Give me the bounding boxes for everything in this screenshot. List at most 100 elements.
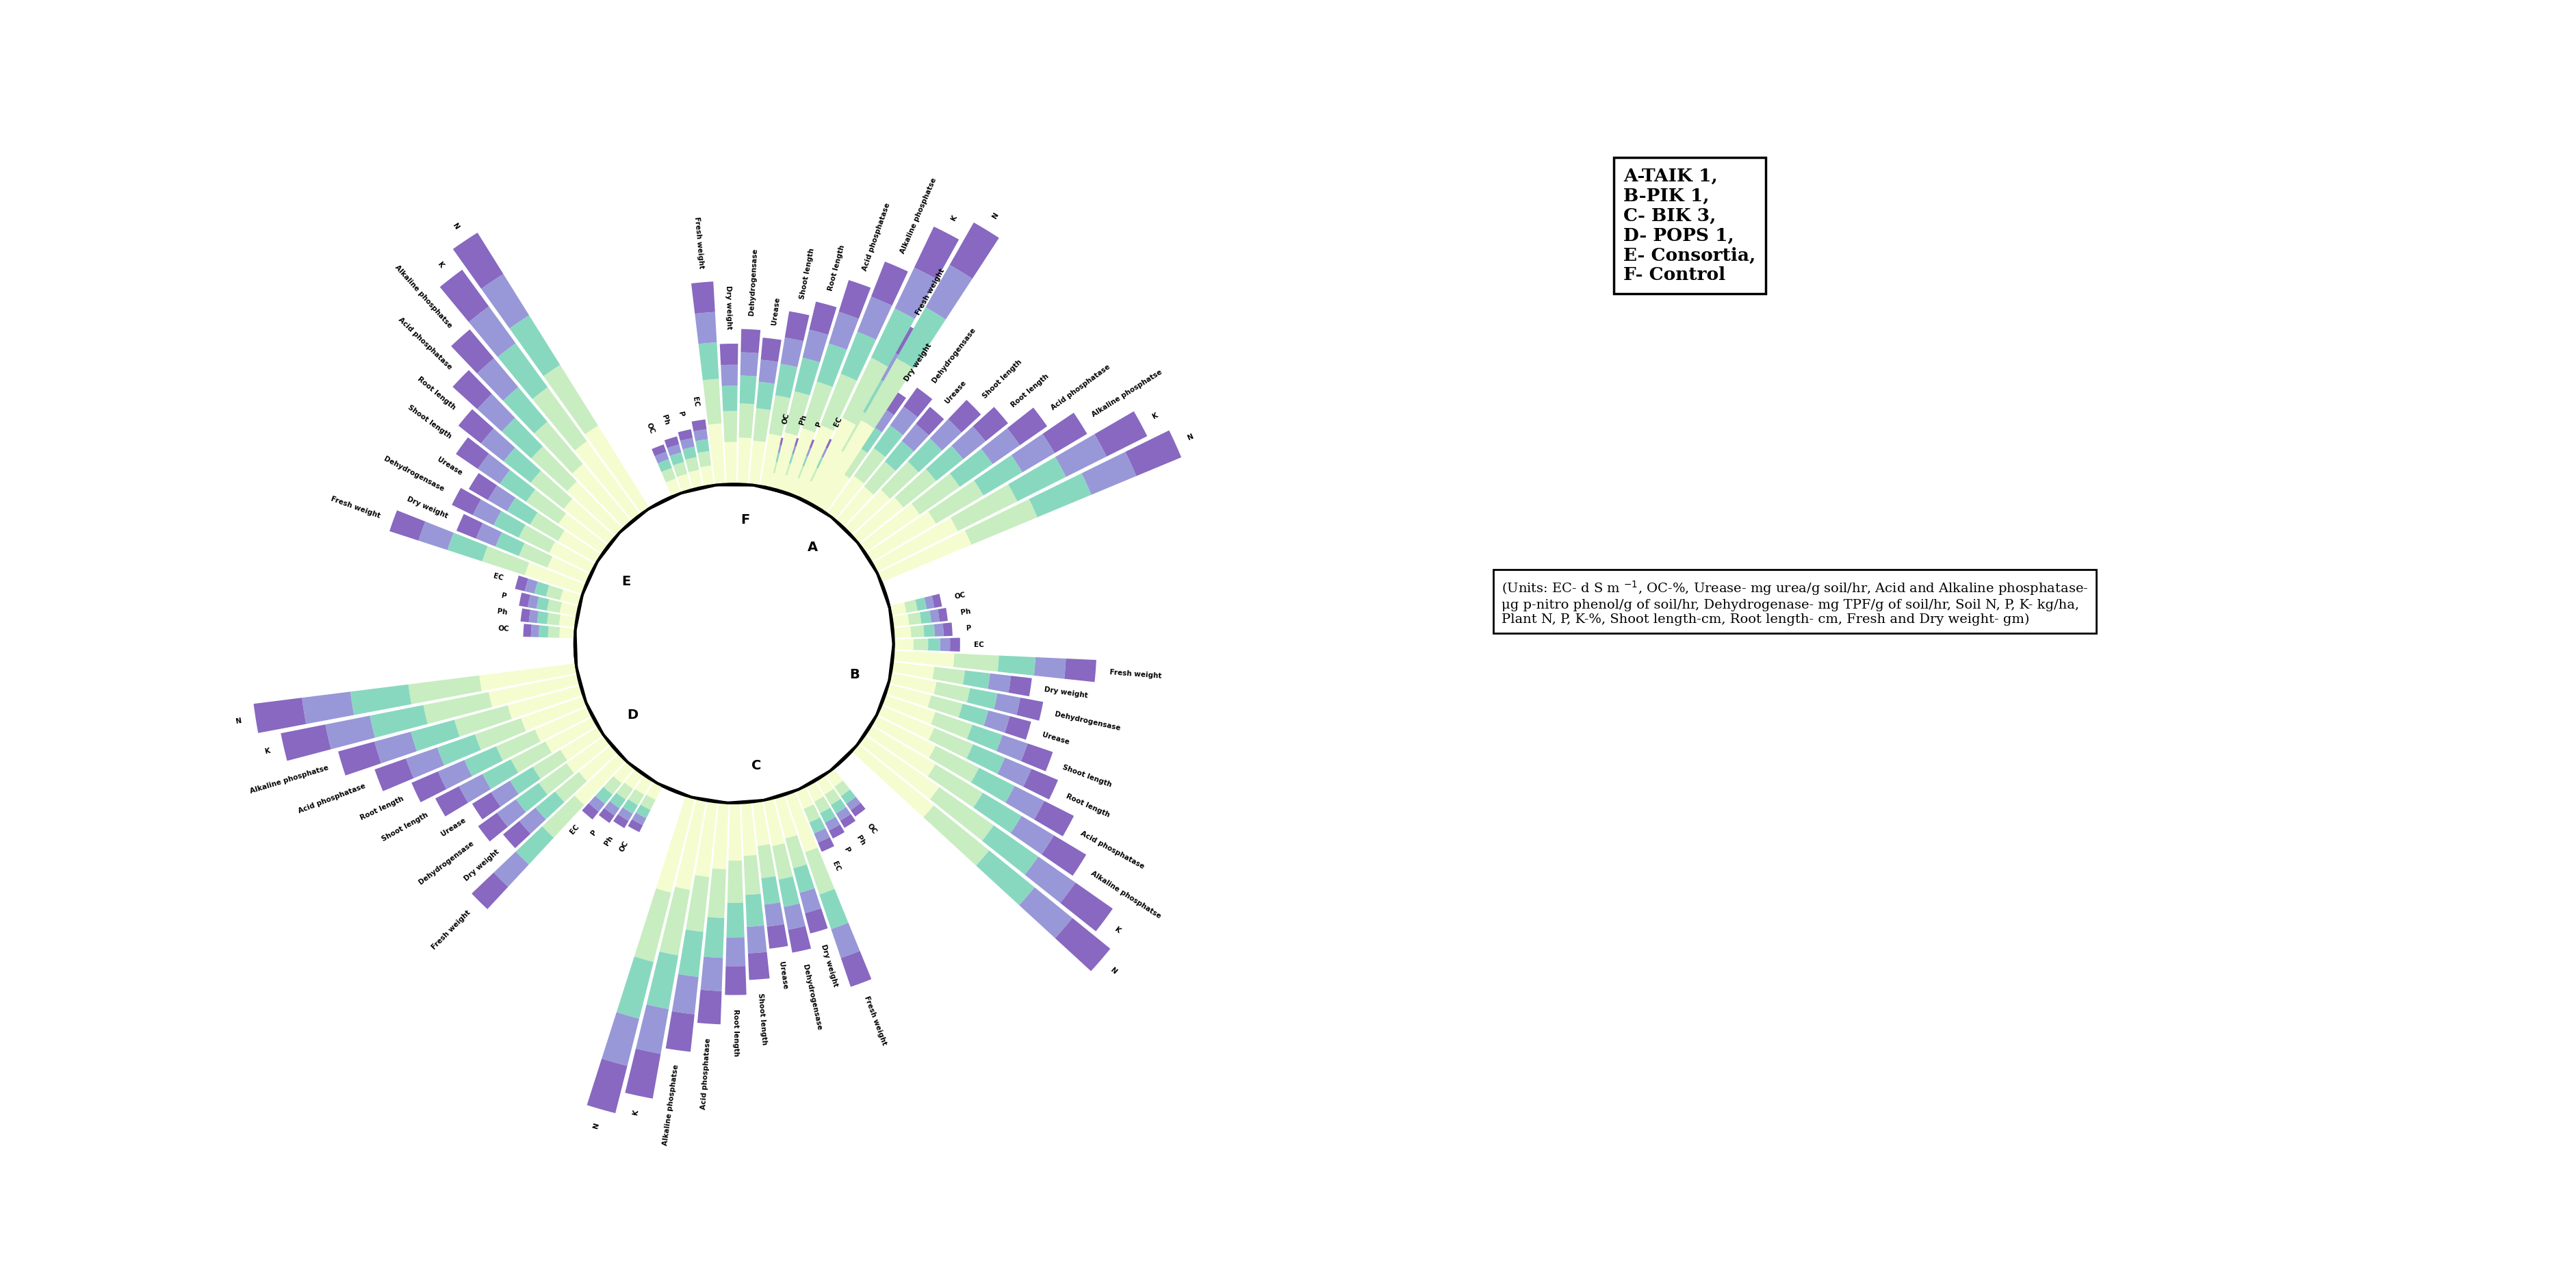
Polygon shape [518, 543, 551, 568]
Polygon shape [482, 274, 528, 328]
Text: Ph: Ph [799, 414, 806, 426]
Polygon shape [925, 265, 971, 319]
Polygon shape [773, 843, 793, 879]
Text: P: P [500, 592, 507, 600]
Polygon shape [835, 780, 850, 797]
Polygon shape [337, 741, 381, 776]
Polygon shape [943, 623, 953, 636]
Polygon shape [690, 420, 706, 431]
Polygon shape [778, 876, 799, 907]
Polygon shape [786, 792, 817, 852]
Polygon shape [703, 378, 721, 425]
Polygon shape [762, 798, 786, 846]
Polygon shape [541, 795, 585, 838]
Polygon shape [909, 625, 925, 637]
Polygon shape [1007, 676, 1033, 696]
Polygon shape [775, 795, 796, 838]
Polygon shape [497, 730, 541, 761]
Polygon shape [1082, 452, 1136, 494]
Polygon shape [922, 806, 989, 866]
Polygon shape [894, 638, 914, 650]
Polygon shape [574, 753, 626, 804]
Text: N: N [992, 211, 999, 220]
Polygon shape [922, 624, 935, 637]
Polygon shape [526, 489, 567, 524]
Polygon shape [407, 748, 443, 779]
Polygon shape [997, 655, 1036, 676]
Polygon shape [894, 468, 935, 507]
Polygon shape [824, 768, 842, 786]
Polygon shape [814, 420, 876, 510]
Polygon shape [546, 613, 562, 625]
Polygon shape [536, 707, 592, 741]
Polygon shape [374, 732, 417, 763]
Polygon shape [809, 448, 848, 507]
Polygon shape [881, 462, 920, 499]
Polygon shape [479, 453, 510, 484]
Polygon shape [819, 436, 837, 450]
Polygon shape [806, 781, 824, 802]
Polygon shape [799, 479, 817, 501]
Text: Dehydrogensase: Dehydrogensase [930, 327, 976, 385]
Polygon shape [698, 450, 711, 467]
Polygon shape [412, 771, 446, 802]
Polygon shape [966, 725, 1002, 752]
Polygon shape [739, 376, 757, 404]
Polygon shape [783, 429, 814, 494]
Polygon shape [933, 593, 943, 607]
Polygon shape [951, 638, 961, 651]
Polygon shape [721, 386, 737, 412]
Polygon shape [806, 466, 822, 484]
Polygon shape [817, 775, 835, 794]
Polygon shape [562, 727, 603, 761]
Polygon shape [987, 673, 1010, 692]
Polygon shape [894, 268, 938, 319]
Polygon shape [904, 600, 917, 613]
Text: Urease: Urease [435, 456, 464, 476]
Polygon shape [840, 813, 855, 828]
Polygon shape [690, 282, 716, 314]
Polygon shape [819, 373, 858, 431]
Polygon shape [665, 436, 680, 448]
Text: P: P [677, 411, 685, 418]
Polygon shape [533, 750, 567, 779]
Polygon shape [786, 444, 801, 456]
Polygon shape [801, 445, 817, 458]
Polygon shape [662, 468, 675, 483]
Polygon shape [670, 453, 685, 466]
Text: EC: EC [569, 824, 580, 835]
Text: N: N [1110, 967, 1118, 976]
Polygon shape [510, 741, 551, 772]
Polygon shape [618, 807, 634, 821]
Polygon shape [958, 704, 989, 726]
Polygon shape [603, 1012, 639, 1066]
Polygon shape [479, 812, 507, 842]
Polygon shape [693, 430, 708, 441]
Polygon shape [677, 430, 693, 441]
Polygon shape [783, 452, 799, 466]
Text: Root length: Root length [358, 795, 404, 821]
Polygon shape [459, 773, 492, 803]
Text: A-TAIK 1,
B-PIK 1,
C- BIK 3,
D- POPS 1,
E- Consortia,
F- Control: A-TAIK 1, B-PIK 1, C- BIK 3, D- POPS 1, … [1623, 167, 1757, 283]
Polygon shape [981, 429, 1020, 465]
Polygon shape [935, 623, 943, 637]
Text: Dehydrogensase: Dehydrogensase [747, 248, 760, 315]
Polygon shape [453, 233, 502, 288]
Text: Shoot length: Shoot length [799, 247, 817, 300]
Polygon shape [739, 403, 755, 438]
Polygon shape [1012, 434, 1054, 472]
Text: Root length: Root length [732, 1009, 739, 1057]
Polygon shape [1126, 430, 1182, 476]
Polygon shape [623, 799, 639, 813]
Polygon shape [440, 270, 489, 322]
Polygon shape [912, 474, 961, 515]
Polygon shape [435, 786, 469, 816]
Polygon shape [495, 511, 526, 538]
Polygon shape [677, 929, 703, 977]
Polygon shape [884, 441, 914, 471]
Polygon shape [629, 789, 644, 806]
Polygon shape [809, 301, 837, 335]
Polygon shape [526, 562, 585, 595]
Text: Alkaline phosphatse: Alkaline phosphatse [662, 1063, 680, 1145]
Polygon shape [613, 762, 634, 784]
